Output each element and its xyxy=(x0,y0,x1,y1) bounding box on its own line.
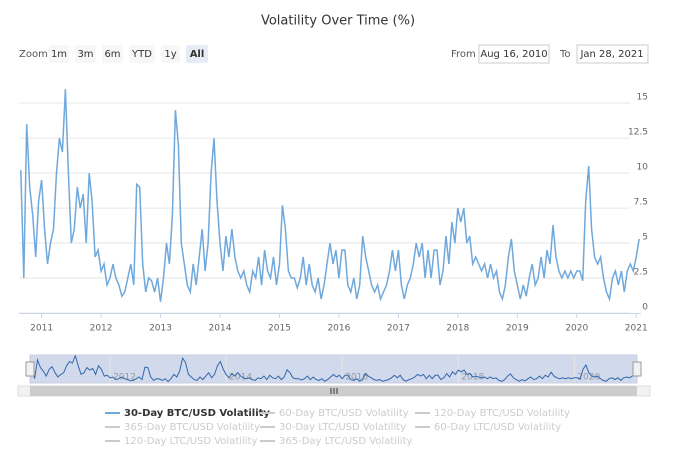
navigator-tick-label: 2016 xyxy=(345,373,368,383)
x-tick-label: 2012 xyxy=(90,324,113,334)
series-line xyxy=(20,89,640,302)
x-tick-label: 2018 xyxy=(446,324,469,334)
y-tick-label: 12.5 xyxy=(628,128,648,138)
zoom-button-label[interactable]: 3m xyxy=(77,49,93,60)
chart-title: Volatility Over Time (%) xyxy=(261,14,415,29)
zoom-button[interactable] xyxy=(186,45,208,63)
zoom-button[interactable] xyxy=(102,45,123,63)
zoom-button[interactable] xyxy=(161,45,180,63)
zoom-button[interactable] xyxy=(49,45,69,63)
range-to[interactable]: Jan 28, 2021 xyxy=(579,49,643,60)
y-tick-label: 7.5 xyxy=(634,198,648,208)
x-tick-label: 2015 xyxy=(268,324,291,334)
legend-item[interactable]: 365-Day LTC/USD Volatility xyxy=(279,436,413,447)
zoom-label: Zoom xyxy=(19,49,48,60)
zoom-button[interactable] xyxy=(129,45,155,63)
navigator-line xyxy=(31,353,636,383)
x-tick-label: 2014 xyxy=(209,324,232,334)
navigator-tick-label: 2012 xyxy=(113,373,136,383)
legend-item[interactable]: 30-Day BTC/USD Volatility xyxy=(124,408,270,419)
zoom-button-label[interactable]: All xyxy=(190,49,205,60)
x-tick-label: 2021 xyxy=(625,324,648,334)
navigator-handle[interactable] xyxy=(632,361,642,377)
zoom-button-label[interactable]: 1m xyxy=(51,49,67,60)
y-tick-label: 10 xyxy=(637,163,649,173)
y-tick-label: 0 xyxy=(642,303,648,313)
scrollbar-grip xyxy=(330,388,338,394)
x-tick-label: 2020 xyxy=(565,324,588,334)
y-tick-label: 2.5 xyxy=(634,268,648,278)
range-from[interactable]: Aug 16, 2010 xyxy=(480,49,547,60)
x-tick-label: 2019 xyxy=(506,324,529,334)
zoom-button-label[interactable]: 6m xyxy=(104,49,120,60)
navigator-mask xyxy=(30,355,637,383)
legend-item[interactable]: 365-Day BTC/USD Volatility xyxy=(124,422,260,433)
y-tick-label: 15 xyxy=(637,93,648,103)
navigator-tick-label: 2020 xyxy=(577,373,600,383)
navigator-tick-label: 2014 xyxy=(229,373,252,383)
legend-item[interactable]: 120-Day LTC/USD Volatility xyxy=(124,436,258,447)
legend-item[interactable]: 120-Day BTC/USD Volatility xyxy=(434,408,570,419)
zoom-button-label[interactable]: 1y xyxy=(164,49,176,60)
zoom-button-label[interactable]: YTD xyxy=(131,49,152,60)
range-from-input[interactable] xyxy=(478,44,550,64)
x-tick-label: 2016 xyxy=(327,324,350,334)
navigator-handle[interactable] xyxy=(25,361,35,377)
legend-item[interactable]: 60-Day LTC/USD Volatility xyxy=(434,422,561,433)
legend-item[interactable]: 60-Day BTC/USD Volatility xyxy=(279,408,409,419)
range-from-label: From xyxy=(451,49,476,60)
x-tick-label: 2013 xyxy=(149,324,172,334)
x-tick-label: 2011 xyxy=(30,324,53,334)
range-to-input[interactable] xyxy=(576,44,649,64)
legend-item[interactable]: 30-Day LTC/USD Volatility xyxy=(279,422,406,433)
zoom-button[interactable] xyxy=(75,45,96,63)
range-to-label: To xyxy=(559,49,571,60)
x-tick-label: 2017 xyxy=(387,324,410,334)
y-tick-label: 5 xyxy=(642,233,648,243)
